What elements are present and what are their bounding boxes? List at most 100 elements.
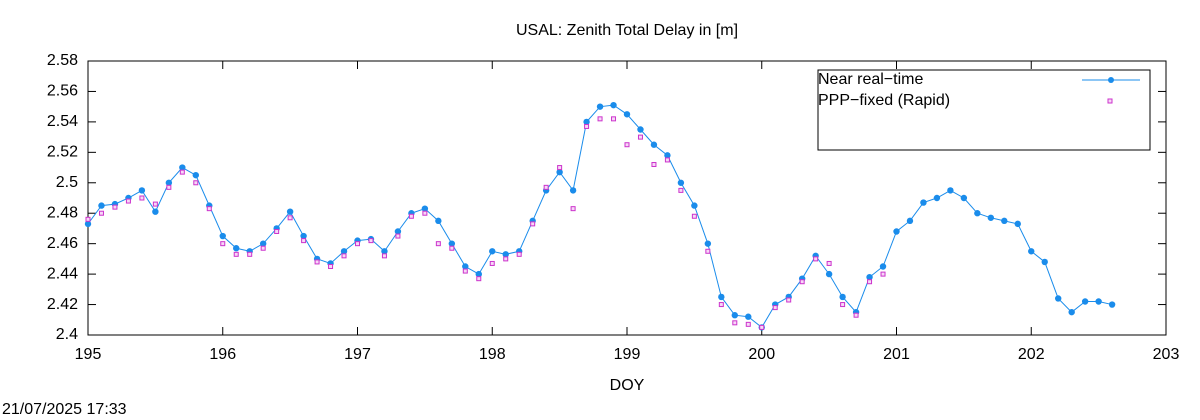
point [1028,248,1035,255]
y-tick-label: 2.4 [56,326,78,343]
point [933,194,941,202]
point [867,279,873,285]
point [866,273,873,281]
point [314,259,320,265]
point [745,321,751,327]
point [678,187,684,193]
point [759,324,765,330]
point [193,180,199,186]
point [1055,295,1062,302]
point [584,123,590,129]
y-tick-label: 2.44 [47,265,78,282]
point [476,276,482,282]
legend-label: Near real−time [818,71,923,88]
point [328,264,334,269]
point [879,263,887,270]
y-tick-label: 2.54 [47,113,78,130]
plot-frame [87,60,1167,336]
point [947,187,954,194]
point [503,256,509,262]
x-tick-label: 197 [344,346,371,363]
point [449,245,455,251]
point [718,302,724,308]
point [287,215,293,221]
point [623,111,631,118]
legend-swatch [1108,77,1114,83]
point [718,293,725,301]
point [650,141,658,148]
point [556,168,563,176]
point [840,302,846,308]
point [125,198,131,204]
point [138,187,146,194]
point [569,187,577,194]
point [408,213,414,219]
point [259,240,267,247]
x-tick-label: 195 [75,346,102,363]
point [530,221,536,227]
point [637,126,644,133]
point [596,103,604,110]
point [691,202,698,209]
point [611,116,617,122]
point [489,260,495,266]
point [987,214,995,221]
point [84,220,92,228]
point [637,134,643,140]
legend-swatch [1107,98,1113,104]
point [112,204,118,210]
point [179,164,186,171]
point [1095,298,1102,305]
point [341,253,347,259]
x-tick-label: 201 [883,346,910,363]
point [704,240,712,247]
point [233,245,240,252]
y-tick-label: 2.52 [47,144,78,161]
y-tick-label: 2.48 [47,204,78,221]
point [274,228,280,234]
point [731,312,738,319]
point [906,217,914,225]
point [745,313,752,320]
point [664,152,671,159]
point [247,251,253,257]
point [139,195,145,201]
point [786,297,792,303]
point [206,206,212,212]
point [98,202,105,209]
point [1001,217,1008,225]
point [610,101,617,109]
point [435,241,441,247]
point [691,213,697,219]
point [152,201,158,207]
point [233,251,239,257]
point [1068,308,1075,316]
y-tick-label: 2.58 [47,52,78,69]
point [516,251,522,257]
point [839,293,846,301]
point [394,228,402,235]
series-line [87,104,1113,329]
point [920,199,927,206]
y-tick-label: 2.42 [47,296,78,313]
point [960,194,968,202]
point [340,248,348,255]
point [381,253,387,259]
point [543,184,549,190]
x-tick-label: 196 [209,346,236,363]
point [435,217,442,225]
point [219,232,226,240]
point [677,179,685,186]
point [1081,298,1089,305]
point [557,165,563,171]
point [1108,301,1116,308]
point [893,228,900,235]
chart-title: USAL: Zenith Total Delay in [m] [516,22,738,39]
point [772,305,778,311]
legend-label: PPP−fixed (Rapid) [818,92,950,109]
point [489,248,496,255]
point [597,116,603,122]
y-tick-label: 2.56 [47,83,78,100]
point [368,238,374,244]
